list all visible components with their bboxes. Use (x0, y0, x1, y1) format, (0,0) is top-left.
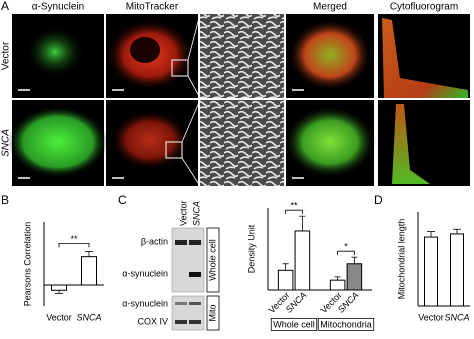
fraction-label: Mito (207, 304, 217, 321)
row-label: SNCA (1, 129, 12, 157)
significance-bracket (337, 250, 355, 256)
significance: ** (70, 234, 78, 244)
bar (424, 236, 438, 307)
bar (329, 279, 346, 291)
band-label: α-synuclein (122, 268, 168, 278)
significance-bracket (285, 209, 303, 215)
group-box (270, 317, 318, 331)
error-bar (453, 228, 461, 234)
significance: ** (290, 201, 298, 211)
column-header: MitoTracker (126, 2, 179, 13)
error-bar (427, 231, 435, 238)
significance: * (344, 242, 348, 252)
bar (81, 256, 97, 286)
panel-label: D (374, 193, 383, 207)
bar (294, 230, 311, 291)
x-tick-label: SNCA (444, 312, 469, 322)
fraction-label: Whole cell (207, 239, 217, 281)
bar (346, 263, 363, 291)
panel-label: C (118, 193, 127, 207)
y-axis-label: Mitochondrial length (396, 219, 406, 300)
column-header: Cytofluorogram (390, 2, 458, 13)
y-axis-label: Density Unit (246, 224, 256, 273)
bar (51, 284, 67, 291)
band-label: α-synuclein (122, 298, 168, 308)
group-box (317, 317, 375, 331)
group-label: Mitochondria (320, 319, 372, 329)
column-header: Merged (313, 2, 347, 13)
lane-label: Vector (178, 200, 188, 226)
error-bar (55, 290, 63, 294)
row-label: Vector (1, 41, 12, 70)
error-bar (282, 263, 289, 271)
band-label: COX IV (137, 316, 168, 326)
panel-label: A (1, 0, 9, 13)
error-bar (334, 276, 341, 281)
column-header: α-Synuclein (32, 2, 84, 13)
x-tick-label: Vector (46, 312, 72, 322)
bar (277, 269, 294, 291)
panel-label: B (1, 193, 9, 207)
band-label: β-actin (141, 236, 168, 246)
group-label: Whole cell (273, 319, 315, 329)
bar (450, 233, 464, 307)
error-bar (299, 215, 306, 231)
x-tick-label: SNCA (76, 312, 101, 322)
error-bar (351, 256, 358, 264)
error-bar (85, 250, 93, 257)
western-blot (171, 227, 220, 331)
x-tick-label: Vector (418, 312, 444, 322)
micrographs (8, 13, 470, 187)
y-axis-label: Pearsons Correlation (22, 222, 32, 307)
significance-bracket (58, 243, 90, 248)
lane-label: SNCA (191, 201, 201, 226)
